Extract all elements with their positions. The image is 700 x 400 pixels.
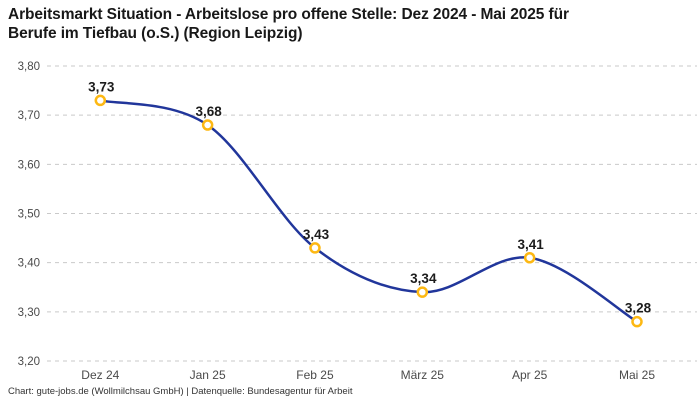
data-point-label: 3,28 (625, 301, 652, 316)
x-axis-label: Mai 25 (619, 368, 655, 382)
data-point-label: 3,43 (303, 227, 330, 242)
y-tick-label: 3,50 (18, 209, 40, 221)
y-tick-label: 3,60 (18, 159, 40, 171)
data-point-marker (201, 119, 214, 131)
data-point-marker (309, 242, 321, 254)
x-axis-label: Feb 25 (296, 368, 334, 382)
data-point-marker (416, 286, 429, 298)
data-point-marker (94, 94, 107, 107)
chart-title: Arbeitsmarkt Situation - Arbeitslose pro… (8, 5, 569, 43)
y-tick-label: 3,80 (18, 61, 40, 73)
data-point-label: 3,34 (410, 271, 437, 286)
chart-title-line-2: Berufe im Tiefbau (o.S.) (Region Leipzig… (8, 25, 303, 42)
y-tick-label: 3,30 (18, 307, 40, 319)
data-point-label: 3,73 (88, 79, 115, 94)
trend-line (99, 99, 639, 323)
y-tick-label: 3,40 (18, 258, 40, 270)
y-tick-label: 3,70 (18, 110, 40, 122)
y-tick-label: 3,20 (18, 356, 40, 368)
chart-title-line-1: Arbeitsmarkt Situation - Arbeitslose pro… (8, 6, 569, 23)
x-axis-label: März 25 (401, 368, 445, 382)
x-axis-label: Dez 24 (81, 368, 119, 382)
data-point-label: 3,68 (195, 104, 222, 119)
x-axis-label: Apr 25 (512, 368, 548, 382)
data-point-marker (631, 315, 643, 328)
data-point-label: 3,41 (518, 237, 545, 252)
data-point-marker (523, 252, 536, 264)
chart-credit: Chart: gute-jobs.de (Wollmilchsau GmbH) … (8, 386, 353, 397)
x-axis-label: Jan 25 (190, 368, 226, 382)
